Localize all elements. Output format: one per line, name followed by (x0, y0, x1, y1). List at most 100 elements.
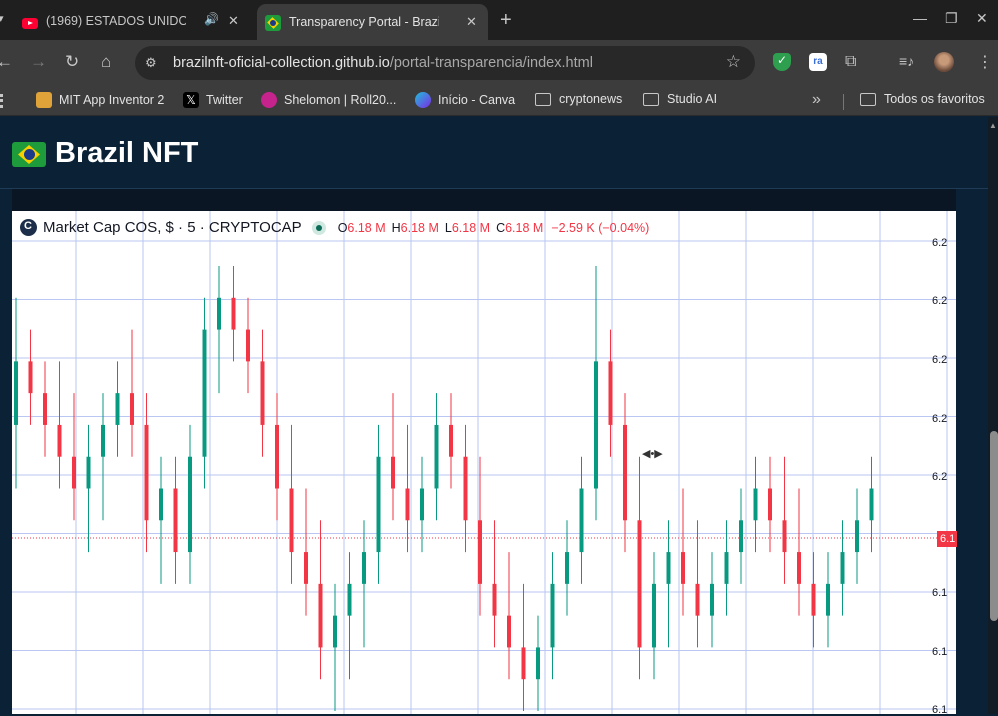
candlestick-chart[interactable] (12, 211, 956, 714)
candle-body (115, 393, 120, 425)
price-tick: 6.2 (932, 237, 948, 249)
apps-grid-icon[interactable] (0, 94, 6, 108)
page-scrollbar[interactable]: ▲ (988, 117, 998, 714)
candle-body (304, 552, 308, 584)
candle-body (797, 552, 801, 584)
bookmark-label: Todos os favoritos (884, 92, 985, 106)
close-value: 6.18 M (505, 220, 544, 235)
bookmark-star-icon[interactable]: ☆ (725, 52, 741, 71)
bookmark-roll20[interactable]: Shelomon | Roll20... (261, 92, 396, 108)
scrollbar-thumb[interactable] (990, 431, 998, 621)
price-tick: 6.2 (932, 295, 948, 307)
candle-body (666, 552, 671, 584)
close-tab-icon[interactable]: ✕ (228, 13, 239, 28)
candle-body (188, 456, 192, 553)
close-tab-icon[interactable]: ✕ (466, 14, 477, 29)
close-window-icon[interactable]: ✕ (976, 10, 988, 26)
scroll-drag-icon[interactable]: ◀•▶ (642, 448, 663, 460)
tab-youtube[interactable]: (1969) ESTADOS UNIDOS 🔊 ✕ (0, 5, 250, 36)
roll20-icon (261, 92, 277, 108)
candle-body (14, 361, 18, 425)
reload-icon[interactable]: ↻ (65, 52, 80, 71)
chart-legend: Market Cap COS, $ · 5 · CRYPTOCAP O6.18 … (20, 219, 653, 236)
candle-body (811, 583, 816, 616)
candle-body (826, 583, 830, 616)
candle-body (637, 520, 642, 648)
menu-kebab-icon[interactable]: ⋮ (977, 54, 993, 71)
candle-body (739, 520, 743, 553)
tab-transparency-portal[interactable]: Transparency Portal - Brazil NFT ✕ (257, 4, 488, 40)
ra-extension-icon[interactable]: ra (809, 53, 827, 71)
url-text[interactable]: brazilnft-oficial-collection.github.io/p… (173, 55, 593, 71)
candle-body (768, 488, 772, 521)
bookmark-twitter[interactable]: 𝕏 Twitter (183, 92, 243, 108)
change-value: −2.59 K (−0.04%) (551, 220, 650, 235)
address-bar[interactable]: ⚙ brazilnft-oficial-collection.github.io… (135, 46, 755, 80)
speaker-icon[interactable]: 🔊 (204, 12, 219, 26)
price-tick: 6.1 (932, 587, 948, 599)
chart-toolbar-band (12, 189, 956, 211)
back-icon[interactable]: ← (0, 52, 13, 71)
candle-body (710, 583, 714, 616)
candle-body (478, 520, 482, 584)
candle-body (289, 488, 294, 553)
url-host: brazilnft-oficial-collection.github.io (173, 55, 390, 71)
bookmarks-bar: MIT App Inventor 2 𝕏 Twitter Shelomon | … (0, 86, 998, 116)
media-control-icon[interactable]: ≡♪ (899, 53, 915, 69)
bookmark-label: Twitter (206, 93, 243, 107)
scroll-up-icon[interactable]: ▲ (989, 121, 997, 130)
candle-body (695, 583, 700, 616)
site-title: Brazil NFT (55, 137, 199, 169)
last-price-label: 6.1 (937, 531, 957, 547)
youtube-icon (22, 18, 38, 29)
tab-search-icon[interactable]: ▾ (0, 13, 4, 25)
page-content: Brazil NFT Market Cap COS, $ · 5 · CRYPT… (0, 117, 998, 716)
browser-toolbar: ← → ↻ ⌂ ⚙ brazilnft-oficial-collection.g… (0, 40, 998, 86)
restore-icon[interactable]: ❐ (945, 10, 958, 26)
price-tick: 6.2 (932, 471, 948, 483)
bookmark-canva[interactable]: Início - Canva (415, 92, 515, 108)
candle-body (86, 456, 91, 489)
price-tick: 6.1 (932, 646, 948, 658)
bookmark-mit-app-inventor[interactable]: MIT App Inventor 2 (36, 92, 164, 108)
candle-body (594, 361, 598, 489)
low-label: L (444, 220, 452, 235)
candle-body (565, 552, 569, 584)
brazil-flag-icon (12, 142, 46, 167)
more-bookmarks-icon[interactable]: » (812, 91, 821, 108)
candle-body (652, 583, 656, 648)
bookmark-label: Studio AI (667, 92, 718, 106)
candle-body (376, 456, 381, 553)
candle-body (72, 456, 76, 489)
candle-body (521, 647, 526, 680)
minimize-icon[interactable]: — (913, 10, 927, 26)
shield-extension-icon[interactable] (773, 53, 791, 71)
candle-body (202, 329, 207, 457)
profile-avatar[interactable] (934, 52, 954, 72)
price-chart[interactable]: Market Cap COS, $ · 5 · CRYPTOCAP O6.18 … (12, 211, 956, 714)
site-info-icon[interactable]: ⚙ (145, 55, 157, 70)
bookmark-label: MIT App Inventor 2 (59, 93, 165, 107)
forward-icon[interactable]: → (30, 52, 47, 71)
bookmark-all-favorites[interactable]: Todos os favoritos (860, 92, 985, 106)
candle-body (681, 552, 685, 584)
candle-body (434, 424, 439, 489)
candle-body (507, 615, 511, 648)
extensions-puzzle-icon[interactable]: ⧉ (845, 53, 857, 70)
candle-body (463, 456, 468, 521)
candle-body (231, 297, 236, 330)
candle-body (57, 424, 62, 457)
candle-body (420, 488, 424, 521)
candle-body (347, 583, 352, 616)
candle-body (623, 424, 627, 521)
bookmark-label: Início - Canva (438, 93, 516, 107)
candle-body (579, 488, 584, 553)
symbol-label[interactable]: Market Cap COS, $ · 5 · CRYPTOCAP (43, 219, 302, 236)
high-label: H (391, 220, 401, 235)
bookmark-folder-cryptonews[interactable]: cryptonews (535, 92, 622, 106)
bookmark-folder-studio-ai[interactable]: Studio AI (643, 92, 717, 106)
new-tab-icon[interactable]: + (500, 9, 512, 31)
home-icon[interactable]: ⌂ (101, 52, 112, 71)
candle-body (173, 488, 178, 553)
candle-body (144, 424, 149, 521)
